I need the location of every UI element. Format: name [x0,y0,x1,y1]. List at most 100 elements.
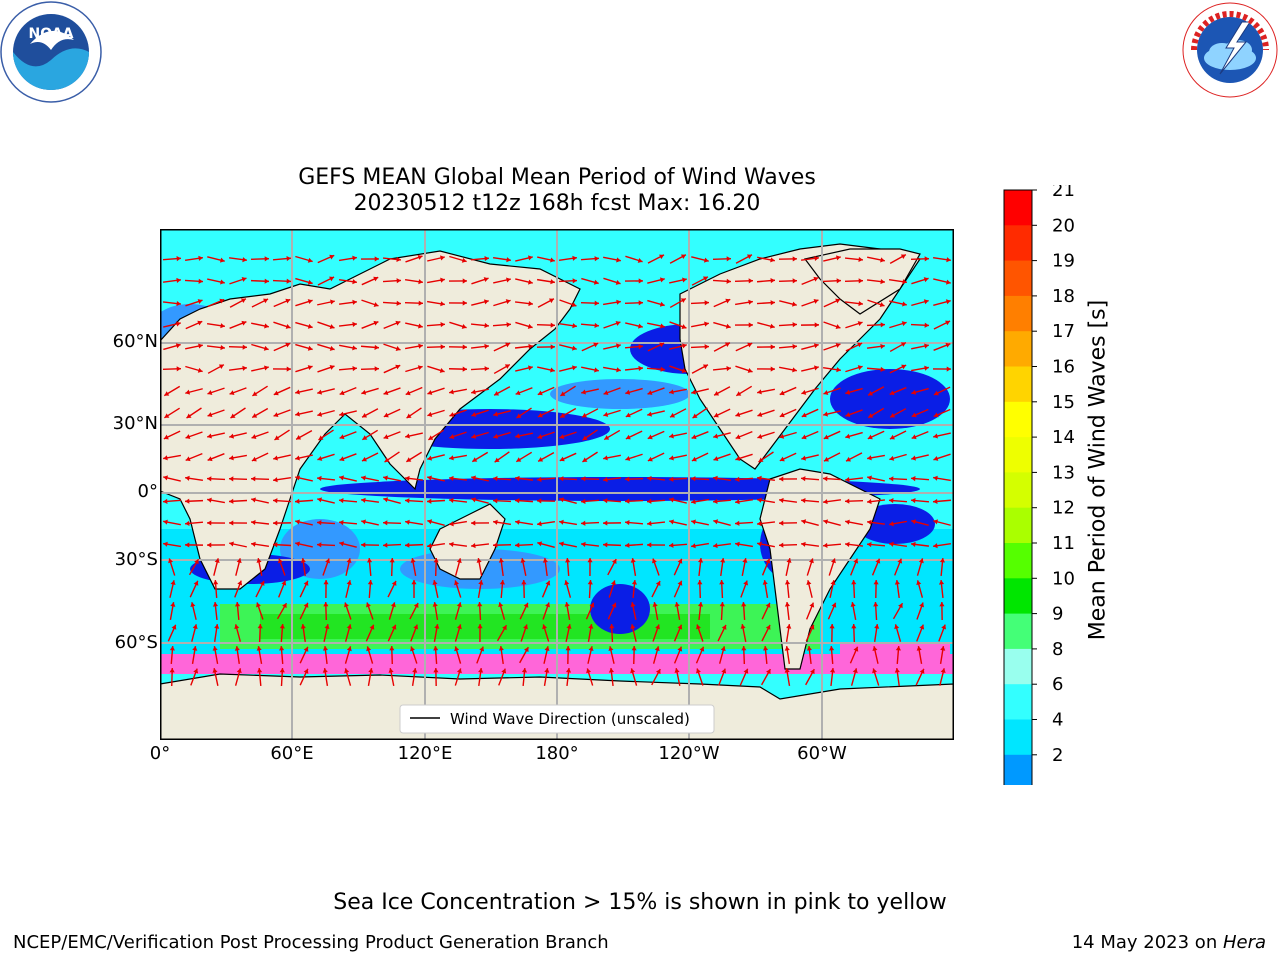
wave-direction-arrowhead [724,342,730,348]
wave-direction-arrowhead [427,390,433,395]
wave-direction-arrowhead [229,476,234,482]
wave-direction-arrowhead [317,455,323,461]
wave-direction-arrowhead [405,498,410,504]
wave-direction-arrowhead [163,455,168,461]
wave-direction-arrowhead [681,368,687,373]
wave-direction-arrowhead [295,475,300,481]
wave-direction-arrowhead [367,558,373,563]
wave-direction-arrowhead [544,668,550,673]
wave-direction-arrowhead [234,602,241,607]
wave-direction-arrowhead [295,541,300,547]
wave-direction-arrowhead [560,413,566,418]
wave-direction-arrowhead [256,558,262,563]
wave-direction-arrowhead [410,646,415,652]
wave-direction-arrowhead [746,254,752,260]
wave-direction-arrowhead [252,391,258,396]
wave-direction-arrowhead [868,413,874,418]
wave-direction-arrowhead [933,543,938,549]
wave-direction-arrowhead [829,624,835,629]
map-title: GEFS MEAN Global Mean Period of Wind Wav… [298,165,816,190]
lon-tick: 120°E [397,743,453,764]
wave-direction-arrowhead [924,256,929,262]
wave-direction-arrowhead [810,669,815,675]
wave-direction-arrowhead [169,668,175,673]
wave-direction-arrowhead [572,323,577,329]
wave-direction-arrowhead [241,277,247,282]
wave-direction-arrowhead [413,602,419,608]
wave-direction-arrowhead [236,668,242,674]
wave-direction-arrowhead [713,519,719,525]
wave-direction-arrowhead [176,277,181,283]
wave-direction-arrowhead [911,389,917,395]
wave-direction-arrowhead [823,542,828,548]
wave-direction-arrowhead [322,668,328,673]
wave-direction-arrowhead [440,301,445,307]
wave-direction-arrowhead [449,475,454,482]
wave-direction-arrowhead [352,279,357,285]
wave-direction-arrowhead [251,456,257,462]
wave-direction-arrowhead [588,624,594,629]
wave-direction-arrowhead [765,624,771,630]
wave-direction-arrowhead [493,411,499,417]
wave-direction-arrowhead [735,476,740,482]
wave-direction-arrowhead [395,346,401,351]
lon-tick: 0° [149,743,171,764]
wave-direction-arrowhead [857,342,863,348]
wave-direction-arrowhead [417,255,423,260]
wave-direction-arrowhead [176,300,181,307]
wave-direction-arrowhead [285,298,291,304]
wave-direction-arrowhead [872,646,878,651]
wave-direction-arrowhead [339,475,344,481]
colorbar-tick-label: 2 [1052,745,1063,766]
wave-direction-arrowhead [830,580,836,585]
wave-direction-arrowhead [874,624,880,629]
wave-direction-arrowhead [735,412,741,417]
wave-direction-arrowhead [845,519,850,525]
wave-direction-arrowhead [461,257,467,263]
wave-direction-arrowhead [770,278,775,284]
wave-direction-arrowhead [902,279,907,285]
wave-direction-arrowhead [779,476,784,482]
wave-direction-arrowhead [307,299,313,305]
wave-direction-arrowhead [868,390,874,396]
wave-direction-arrowhead [220,344,225,351]
wave-direction-arrowhead [427,519,433,525]
wave-direction-arrowhead [923,277,929,283]
wave-direction-arrowhead [593,342,599,348]
wave-direction-arrowhead [581,520,586,526]
wave-direction-arrowhead [726,256,731,262]
wave-direction-arrowhead [654,646,660,652]
wave-direction-arrowhead [369,624,375,630]
wave-direction-arrowhead [515,475,520,481]
wave-direction-arrowhead [384,457,390,463]
wave-direction-arrowhead [830,558,836,564]
wave-direction-arrowhead [945,342,951,348]
wave-direction-arrowhead [527,255,533,261]
wave-direction-arrowhead [647,434,653,440]
wave-direction-arrowhead [317,520,322,526]
wave-direction-arrowhead [814,365,819,371]
colorbar-tick-label: 6 [1052,674,1063,695]
wave-direction-arrowhead [660,366,665,372]
wave-direction-arrowhead [229,390,235,396]
wave-direction-arrowhead [659,254,665,260]
wave-direction-arrowhead [521,580,527,585]
wave-direction-arrowhead [352,321,357,327]
wave-direction-arrowhead [207,520,212,526]
wave-direction-arrowhead [835,298,841,304]
wave-direction-arrowhead [198,255,203,261]
wave-direction-arrowhead [440,255,445,261]
wave-direction-arrowhead [373,276,379,282]
wave-direction-arrowhead [329,276,335,282]
wave-direction-arrowhead [212,668,218,673]
wave-direction-arrowhead [615,320,621,326]
wave-direction-arrowhead [704,300,709,306]
colorbar-tick-label: 9 [1052,604,1063,625]
wave-direction-arrowhead [674,668,680,673]
wave-direction-arrowhead [234,646,240,651]
wave-direction-arrowhead [770,300,775,306]
wave-direction-arrowhead [361,497,366,503]
wave-direction-arrowhead [352,255,357,261]
wave-direction-arrowhead [581,541,586,547]
wave-direction-arrowhead [361,389,367,395]
